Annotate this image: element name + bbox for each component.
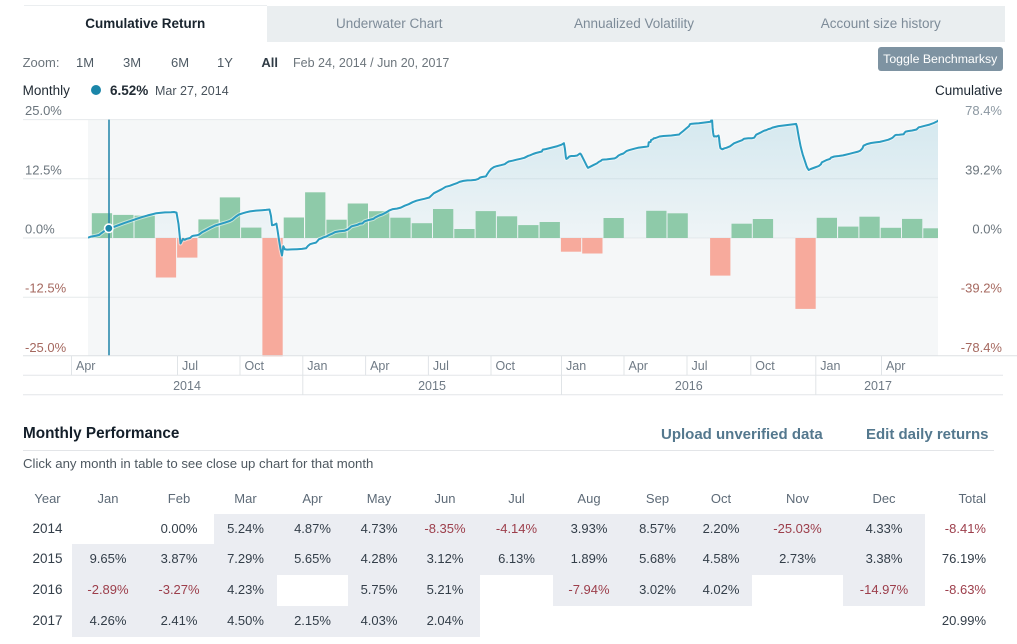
svg-text:Apr: Apr <box>629 359 648 373</box>
svg-text:Jan: Jan <box>307 359 327 373</box>
svg-text:Jul: Jul <box>433 359 449 373</box>
svg-text:-12.5%: -12.5% <box>25 281 67 296</box>
svg-text:-39.2%: -39.2% <box>961 281 1003 296</box>
svg-text:Apr: Apr <box>370 359 389 373</box>
svg-text:Oct: Oct <box>755 359 775 373</box>
svg-text:-25.0%: -25.0% <box>25 340 67 355</box>
svg-text:39.2%: 39.2% <box>965 162 1002 177</box>
svg-text:-78.4%: -78.4% <box>961 340 1003 355</box>
svg-text:Oct: Oct <box>245 359 265 373</box>
svg-text:Jul: Jul <box>692 359 708 373</box>
svg-text:2016: 2016 <box>675 379 703 393</box>
svg-text:Jul: Jul <box>182 359 198 373</box>
svg-text:2014: 2014 <box>173 379 201 393</box>
svg-text:Apr: Apr <box>76 359 95 373</box>
svg-text:2015: 2015 <box>418 379 446 393</box>
svg-text:Jan: Jan <box>820 359 840 373</box>
svg-text:25.0%: 25.0% <box>25 103 62 118</box>
svg-text:Jan: Jan <box>566 359 586 373</box>
svg-text:12.5%: 12.5% <box>25 162 62 177</box>
svg-text:0.0%: 0.0% <box>972 222 1002 237</box>
svg-text:2017: 2017 <box>864 379 892 393</box>
svg-text:78.4%: 78.4% <box>965 103 1002 118</box>
svg-text:Oct: Oct <box>496 359 516 373</box>
svg-text:0.0%: 0.0% <box>25 222 55 237</box>
svg-text:Apr: Apr <box>886 359 905 373</box>
